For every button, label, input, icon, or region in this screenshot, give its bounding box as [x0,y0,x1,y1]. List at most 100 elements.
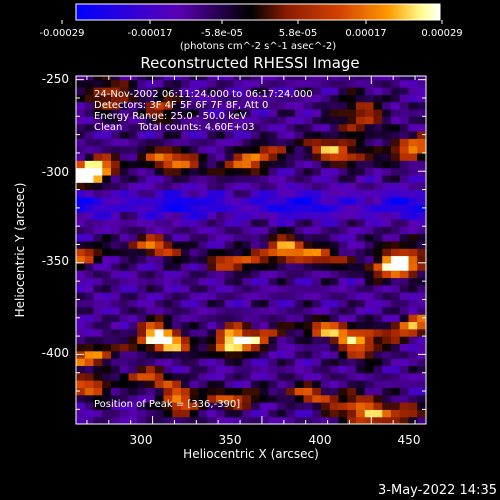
heatmap-cell [286,314,296,323]
heatmap-cell [84,79,95,88]
heatmap-cell [146,402,156,410]
heatmap-cell [312,343,322,352]
heatmap-cell [382,321,392,330]
colorbar-tick-label-3: 5.8e-05 [279,28,317,39]
heatmap-cell [286,350,296,359]
heatmap-cell [207,306,217,315]
heatmap-cell [286,226,296,235]
heatmap-cell [373,372,383,381]
heatmap-cell [356,350,366,359]
heatmap-cell [154,387,165,396]
heatmap-cell [399,409,410,418]
heatmap-cell [277,380,287,388]
heatmap-cell [312,394,322,403]
heatmap-cell [163,328,173,337]
heatmap-cell [251,189,261,198]
heatmap-cell [303,174,313,183]
heatmap-cell [207,108,217,117]
heatmap-cell [216,409,226,418]
heatmap-cell [154,160,165,169]
heatmap-cell [329,152,340,161]
heatmap-cell [137,204,147,213]
heatmap-cell [84,226,95,235]
heatmap-cell [172,233,182,242]
heatmap-cell [373,108,383,117]
heatmap-cell [356,284,366,293]
heatmap-cell [329,138,340,147]
heatmap-cell [224,358,235,366]
heatmap-cell [329,328,340,337]
heatmap-cell [277,365,287,374]
heatmap-cell [111,204,121,213]
heatmap-cell [286,336,296,345]
heatmap-cell [198,350,208,359]
heatmap-cell [408,116,418,125]
heatmap-cell [198,211,208,220]
heatmap-cell [347,255,357,264]
heatmap-cell [417,211,426,220]
heatmap-cell [242,380,252,388]
heatmap-cell [189,402,200,410]
heatmap-cell [216,240,226,249]
heatmap-cell [84,145,95,154]
heatmap-cell [391,123,401,132]
heatmap-cell [373,116,383,125]
heatmap-cell [321,306,331,315]
heatmap-cell [382,196,392,205]
heatmap-cell [338,358,348,366]
heatmap-cell [207,86,217,95]
heatmap-cell [408,108,418,117]
heatmap-cell [364,255,375,264]
heatmap-cell [417,358,426,366]
heatmap-cell [76,94,86,103]
heatmap-cell [251,248,261,257]
heatmap-cell [242,248,252,257]
heatmap-cell [294,174,305,183]
heatmap-cell [356,328,366,337]
heatmap-cell [286,101,296,110]
heatmap-cell [408,196,418,205]
heatmap-cell [399,196,410,205]
heatmap-cell [233,402,243,410]
heatmap-cell [207,189,217,198]
heatmap-cell [216,86,226,95]
heatmap-cell [303,94,313,103]
heatmap-cell [242,189,252,198]
heatmap-cell [268,108,278,117]
heatmap-cell [216,94,226,103]
heatmap-cell [111,306,121,315]
heatmap-cell [356,233,366,242]
heatmap-cell [338,204,348,213]
heatmap-cell [382,204,392,213]
heatmap-cell [364,321,375,330]
heatmap-cell [382,372,392,381]
heatmap-cell [172,204,182,213]
heatmap-cell [198,394,208,403]
heatmap-cell [84,182,95,191]
heatmap-cell [163,86,173,95]
heatmap-cell [76,336,86,345]
heatmap-cell [128,182,138,191]
heatmap-cell [408,255,418,264]
heatmap-cell [242,108,252,117]
heatmap-cell [207,94,217,103]
heatmap-cell [303,255,313,264]
heatmap-cell [294,248,305,257]
heatmap-cell [417,328,426,337]
heatmap-cell [154,240,165,249]
heatmap-cell [294,314,305,323]
heatmap-cell [189,409,200,418]
heatmap-cell [111,182,121,191]
heatmap-cell [417,160,426,169]
heatmap-cell [382,152,392,161]
heatmap-cell [242,123,252,132]
heatmap-cell [408,101,418,110]
heatmap-cell [84,101,95,110]
heatmap-cell [347,409,357,418]
heatmap-cell [181,94,191,103]
heatmap-cell [172,372,182,381]
heatmap-cell [128,116,138,125]
heatmap-cell [356,196,366,205]
heatmap-cell [111,270,121,279]
heatmap-cell [233,240,243,249]
